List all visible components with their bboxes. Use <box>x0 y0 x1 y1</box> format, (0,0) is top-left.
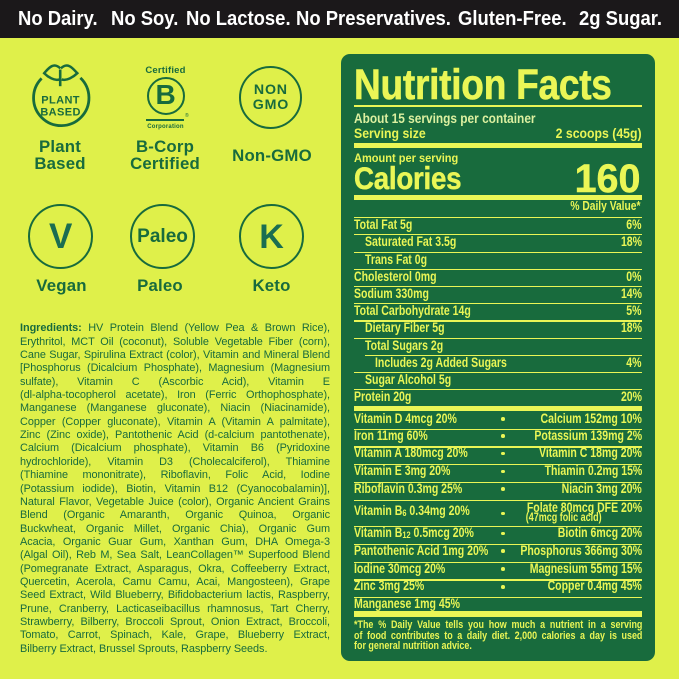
svg-text:PLANT: PLANT <box>41 94 80 106</box>
svg-text:BASED: BASED <box>40 107 81 119</box>
